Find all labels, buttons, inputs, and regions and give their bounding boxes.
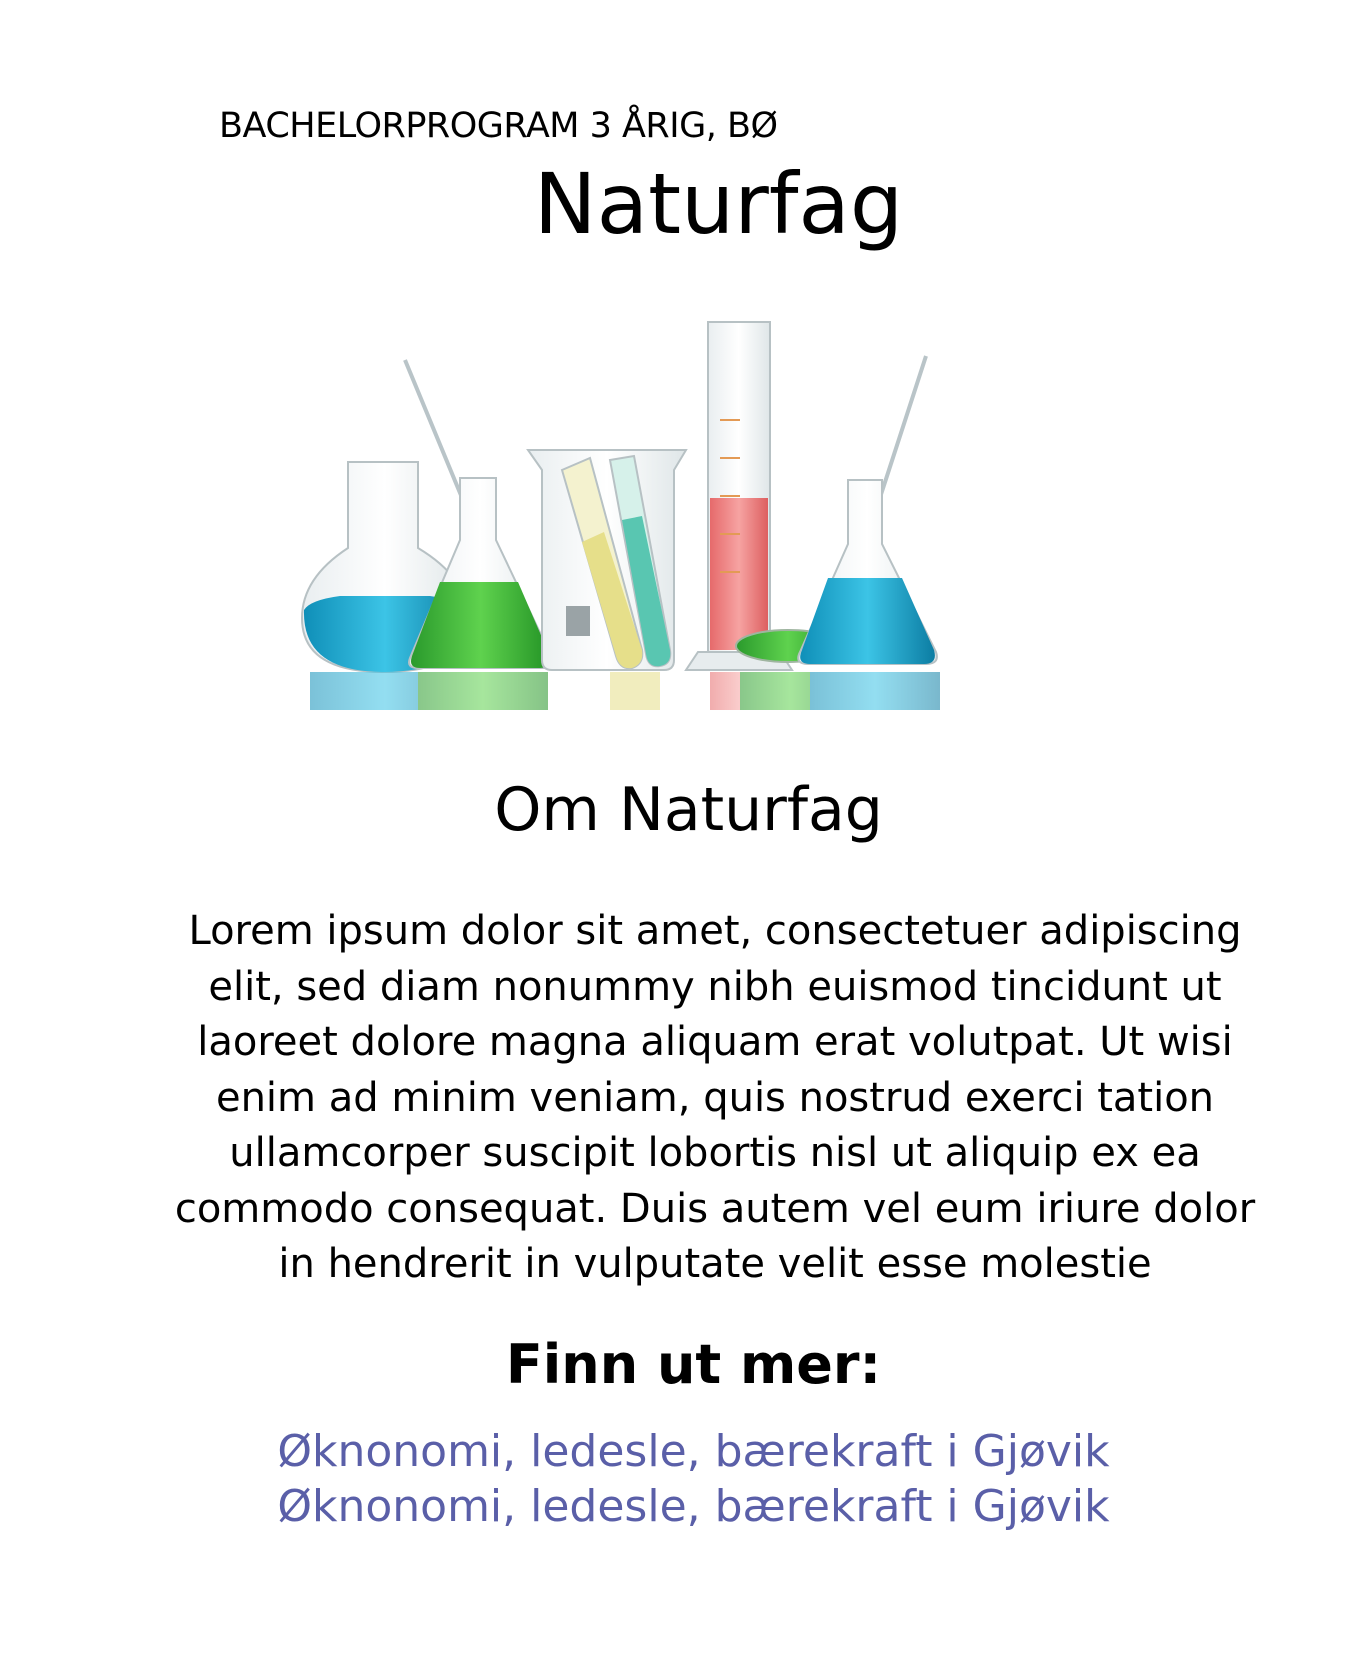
- hero-image: [300, 320, 1000, 740]
- related-link[interactable]: Øknonomi, ledesle, bærekraft i Gjøvik: [277, 1426, 1110, 1477]
- related-links: Øknonomi, ledesle, bærekraft i Gjøvik Øk…: [0, 1424, 1357, 1534]
- page-title: Naturfag: [533, 155, 904, 253]
- program-label: BACHELORPROGRAM 3 ÅRIG, BØ: [219, 106, 778, 146]
- about-body: Lorem ipsum dolor sit amet, consectetuer…: [174, 908, 1256, 1287]
- find-more-heading: Finn ut mer:: [505, 1333, 882, 1396]
- related-link[interactable]: Øknonomi, ledesle, bærekraft i Gjøvik: [277, 1481, 1110, 1532]
- laboratory-glassware-icon: [300, 321, 1000, 740]
- about-heading: Om Naturfag: [494, 775, 883, 845]
